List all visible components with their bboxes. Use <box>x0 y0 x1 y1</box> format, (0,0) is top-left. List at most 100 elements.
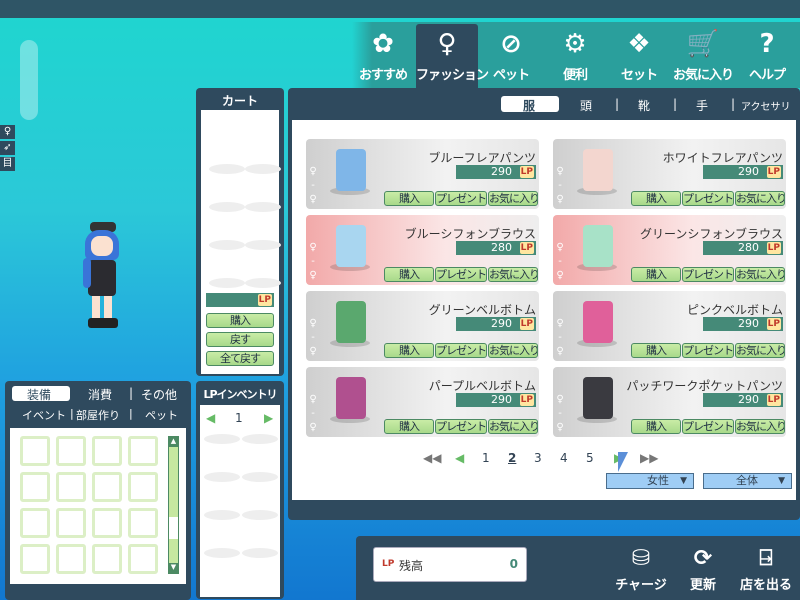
tab-hands[interactable]: 手 <box>696 99 709 113</box>
inventory-scrollbar[interactable]: ▲ ▼ <box>168 436 179 574</box>
nav-help[interactable]: ? ヘルプ <box>736 24 798 88</box>
page-5[interactable]: 5 <box>586 451 594 465</box>
tab-clothes[interactable]: 服 <box>523 99 536 113</box>
present-button[interactable]: プレゼント <box>682 267 734 282</box>
inventory-slot[interactable] <box>56 544 86 574</box>
inventory-slot[interactable] <box>128 508 158 538</box>
page-4[interactable]: 4 <box>560 451 568 465</box>
balance-box: LP 残高 0 <box>373 547 527 582</box>
inventory-slot[interactable] <box>56 508 86 538</box>
nav-recommend[interactable]: ✿ おすすめ <box>352 24 414 88</box>
gender-icon: ♀ - ♀ <box>556 318 564 357</box>
inventory-slot[interactable] <box>128 436 158 466</box>
scope-dropdown[interactable]: 全体 ▼ <box>703 473 792 489</box>
present-button[interactable]: プレゼント <box>682 191 734 206</box>
tab-equipment[interactable]: 装備 <box>27 388 52 402</box>
tab-head[interactable]: 頭 <box>580 99 593 113</box>
item-card[interactable]: ♀ - ♀ ブルーフレアパンツ 290 LP 購入 プレゼント お気に入り <box>306 139 539 209</box>
lp-prev-icon[interactable]: ◀ <box>206 411 216 425</box>
inventory-slot[interactable] <box>128 544 158 574</box>
gender-dropdown[interactable]: 女性 ▼ <box>606 473 694 489</box>
charge-button[interactable]: ⛁ チャージ <box>611 546 671 593</box>
tab-event[interactable]: イベント <box>22 409 66 422</box>
scroll-down-icon[interactable]: ▼ <box>169 563 178 573</box>
favorite-button[interactable]: お気に入り <box>735 267 785 282</box>
gender-icon: ♀ - ♀ <box>309 166 317 205</box>
page-3[interactable]: 3 <box>534 451 542 465</box>
buy-button[interactable]: 購入 <box>631 267 681 282</box>
refresh-button[interactable]: ⟳ 更新 <box>673 546 733 593</box>
inventory-slot[interactable] <box>20 472 50 502</box>
present-button[interactable]: プレゼント <box>435 267 487 282</box>
cart-buy-button[interactable]: 購入 <box>206 313 274 328</box>
present-button[interactable]: プレゼント <box>435 343 487 358</box>
cart-return-all-button[interactable]: 全て戻す <box>206 351 274 366</box>
buy-button[interactable]: 購入 <box>631 343 681 358</box>
prev-page-icon[interactable]: ◀ <box>455 451 465 465</box>
run-icon[interactable]: ➶ <box>0 141 15 155</box>
page-1[interactable]: 1 <box>482 451 490 465</box>
side-button-eye[interactable]: 目 <box>0 157 15 171</box>
inventory-slot[interactable] <box>56 472 86 502</box>
inventory-slot[interactable] <box>128 472 158 502</box>
buy-button[interactable]: 購入 <box>384 419 434 434</box>
nav-pet[interactable]: ⊘ ペット <box>480 24 542 88</box>
scroll-thumb[interactable] <box>169 517 178 539</box>
item-card[interactable]: ♀ - ♀ パッチワークポケットパンツ 290 LP 購入 プレゼント お気に入り <box>553 367 786 437</box>
tab-room[interactable]: 部屋作り <box>76 409 120 422</box>
tab-shoes[interactable]: 靴 <box>638 99 651 113</box>
inventory-slot[interactable] <box>92 472 122 502</box>
buy-button[interactable]: 購入 <box>384 267 434 282</box>
item-price: 290 LP <box>703 165 783 179</box>
page-2-current[interactable]: 2 <box>508 451 517 465</box>
exit-shop-button[interactable]: ⍈ 店を出る <box>736 546 796 593</box>
lp-next-icon[interactable]: ▶ <box>264 411 274 425</box>
tab-accessory[interactable]: アクセサリ <box>741 102 791 113</box>
inventory-slot[interactable] <box>20 436 50 466</box>
fashion-small-icon[interactable]: ♀ <box>0 125 15 139</box>
buy-button[interactable]: 購入 <box>631 419 681 434</box>
first-page-icon[interactable]: ◀◀ <box>423 451 442 465</box>
item-card[interactable]: ♀ - ♀ ホワイトフレアパンツ 290 LP 購入 プレゼント お気に入り <box>553 139 786 209</box>
inventory-slot[interactable] <box>20 544 50 574</box>
present-button[interactable]: プレゼント <box>682 419 734 434</box>
buy-button[interactable]: 購入 <box>631 191 681 206</box>
tab-pet[interactable]: ペット <box>145 409 178 422</box>
favorite-button[interactable]: お気に入り <box>488 191 538 206</box>
tab-other[interactable]: その他 <box>141 388 178 402</box>
nav-set[interactable]: ❖ セット <box>608 24 670 88</box>
gender-icon: ♀ - ♀ <box>309 242 317 281</box>
inventory-slot[interactable] <box>92 436 122 466</box>
item-card[interactable]: ♀ - ♀ グリーンシフォンブラウス 280 LP 購入 プレゼント お気に入り <box>553 215 786 285</box>
present-button[interactable]: プレゼント <box>435 191 487 206</box>
favorite-button[interactable]: お気に入り <box>735 191 785 206</box>
scroll-up-icon[interactable]: ▲ <box>169 437 178 447</box>
cart-return-button[interactable]: 戻す <box>206 332 274 347</box>
favorite-button[interactable]: お気に入り <box>488 419 538 434</box>
item-card[interactable]: ♀ - ♀ ブルーシフォンブラウス 280 LP 購入 プレゼント お気に入り <box>306 215 539 285</box>
inventory-slot[interactable] <box>20 508 50 538</box>
nav-fashion[interactable]: ♀ ファッション <box>416 24 489 88</box>
last-page-icon[interactable]: ▶▶ <box>640 451 659 465</box>
favorite-button[interactable]: お気に入り <box>735 419 785 434</box>
inventory-slot[interactable] <box>56 436 86 466</box>
nav-convenience[interactable]: ⚙ 便利 <box>544 24 606 88</box>
favorite-button[interactable]: お気に入り <box>488 267 538 282</box>
present-button[interactable]: プレゼント <box>435 419 487 434</box>
favorite-button[interactable]: お気に入り <box>735 343 785 358</box>
buy-button[interactable]: 購入 <box>384 191 434 206</box>
inventory-slot[interactable] <box>92 544 122 574</box>
inventory-slot[interactable] <box>92 508 122 538</box>
favorite-button[interactable]: お気に入り <box>488 343 538 358</box>
fashion-icon: ♀ <box>437 29 457 59</box>
item-card[interactable]: ♀ - ♀ グリーンベルボトム 290 LP 購入 プレゼント お気に入り <box>306 291 539 361</box>
tab-active-bg <box>501 96 559 112</box>
present-button[interactable]: プレゼント <box>682 343 734 358</box>
nav-favorites[interactable]: 🛒 お気に入り <box>672 24 734 88</box>
item-card[interactable]: ♀ - ♀ パープルベルボトム 290 LP 購入 プレゼント お気に入り <box>306 367 539 437</box>
lp-icon: LP <box>382 559 395 569</box>
lp-inventory-panel: LPインベントリ ◀ 1 ▶ <box>196 381 284 599</box>
item-card[interactable]: ♀ - ♀ ピンクベルボトム 290 LP 購入 プレゼント お気に入り <box>553 291 786 361</box>
tab-consumable[interactable]: 消費 <box>88 388 113 402</box>
buy-button[interactable]: 購入 <box>384 343 434 358</box>
